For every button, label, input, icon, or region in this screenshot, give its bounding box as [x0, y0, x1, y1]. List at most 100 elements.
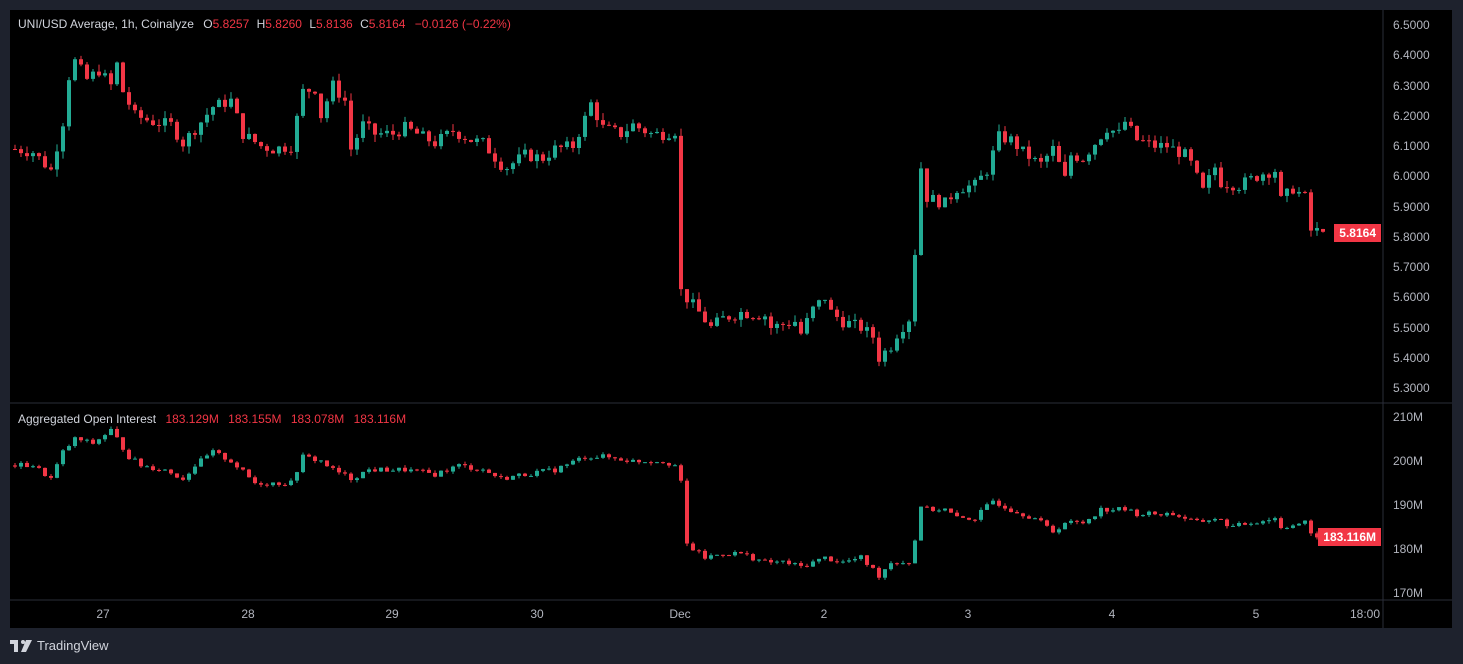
price-candle: [559, 145, 563, 147]
price-candle: [547, 157, 551, 161]
oi-candle: [265, 484, 269, 486]
price-candle: [781, 323, 785, 325]
oi-candle: [319, 460, 323, 462]
time-tick-label: 3: [964, 607, 972, 621]
oi-candle: [211, 450, 215, 456]
oi-candle: [223, 452, 227, 460]
price-candle: [799, 321, 803, 334]
price-candle: [745, 311, 749, 319]
price-candle: [685, 289, 689, 303]
oi-candle: [253, 477, 257, 484]
price-candle: [1039, 157, 1043, 162]
oi-candle: [55, 464, 59, 478]
oi-title[interactable]: Aggregated Open Interest: [18, 412, 157, 426]
price-candle: [409, 121, 413, 129]
oi-candle: [277, 482, 281, 485]
price-candle: [355, 137, 359, 150]
price-candle: [1285, 188, 1289, 196]
price-tick-label: 6.5000: [1393, 18, 1430, 32]
price-candle: [895, 338, 899, 351]
oi-candle: [1219, 518, 1223, 520]
oi-candle: [205, 455, 209, 459]
oi-candle: [451, 466, 455, 472]
price-candle: [349, 100, 353, 150]
oi-candle: [1057, 529, 1061, 533]
price-candle: [523, 149, 527, 155]
oi-candle: [733, 551, 737, 556]
price-candle: [1135, 125, 1139, 141]
time-tick-label: 30: [530, 607, 544, 621]
time-tick-label: 29: [385, 607, 399, 621]
price-candle: [865, 327, 869, 331]
price-tick-label: 5.8000: [1393, 229, 1430, 244]
oi-candle: [901, 563, 905, 565]
price-tick-label: 6.1000: [1393, 139, 1430, 153]
oi-candle: [1027, 516, 1031, 519]
price-candle: [43, 156, 47, 168]
price-candle: [325, 101, 329, 119]
price-candle: [265, 146, 269, 151]
price-candle: [517, 154, 521, 164]
oi-candle: [649, 462, 653, 464]
oi-candle: [1309, 520, 1313, 534]
oi-candle: [151, 466, 155, 470]
oi-tick-label: 180M: [1393, 542, 1424, 556]
price-candle: [331, 80, 335, 102]
price-candle: [19, 149, 23, 154]
oi-candle: [397, 467, 401, 471]
oi-candle: [97, 439, 101, 444]
oi-candle: [1291, 525, 1295, 528]
price-candle: [133, 104, 137, 111]
oi-candle: [1231, 525, 1235, 527]
oi-candle: [1033, 518, 1037, 520]
oi-candle: [1021, 513, 1025, 517]
price-candle: [715, 317, 719, 326]
oi-candle: [1297, 523, 1301, 526]
symbol-title[interactable]: UNI/USD Average, 1h, Coinalyze: [18, 17, 194, 31]
price-candle: [445, 130, 449, 135]
price-candle: [505, 169, 509, 171]
price-candle: [583, 115, 587, 137]
oi-candle: [685, 480, 689, 544]
price-candle: [1093, 144, 1097, 155]
price-candle: [625, 131, 629, 138]
oi-candle: [1063, 522, 1067, 530]
price-candle: [187, 133, 191, 147]
oi-candle: [937, 510, 941, 512]
price-candle: [139, 110, 143, 118]
price-candle: [337, 80, 341, 98]
oi-candle: [1303, 520, 1307, 524]
oi-candle: [1243, 523, 1247, 525]
price-candle: [979, 175, 983, 180]
price-candle: [835, 309, 839, 317]
oi-candle: [199, 458, 203, 467]
oi-candle: [439, 470, 443, 477]
open-value: 5.8257: [212, 17, 250, 31]
price-candle: [1159, 142, 1163, 148]
oi-candle: [301, 454, 305, 473]
price-candle: [1255, 176, 1259, 181]
price-candle: [859, 319, 863, 331]
tradingview-logo[interactable]: TradingView: [10, 638, 109, 653]
price-candle: [1003, 131, 1007, 143]
price-candle: [511, 163, 515, 170]
oi-candle: [469, 465, 473, 470]
price-candle: [55, 151, 59, 170]
oi-candle: [823, 556, 827, 559]
oi-candle: [793, 563, 797, 565]
price-legend: UNI/USD Average, 1h, Coinalyze O5.8257 H…: [18, 17, 511, 31]
oi-candle: [505, 476, 509, 480]
oi-candle: [157, 469, 161, 471]
brand-name: TradingView: [37, 638, 109, 653]
oi-candle: [757, 559, 761, 561]
price-candle: [775, 323, 779, 328]
oi-candle: [613, 457, 617, 459]
oi-candle: [625, 460, 629, 462]
oi-candle: [799, 563, 803, 566]
oi-candle: [259, 483, 263, 485]
oi-candle: [847, 560, 851, 562]
oi-candle: [973, 519, 977, 521]
price-candle: [841, 316, 845, 328]
oi-candle: [337, 467, 341, 473]
